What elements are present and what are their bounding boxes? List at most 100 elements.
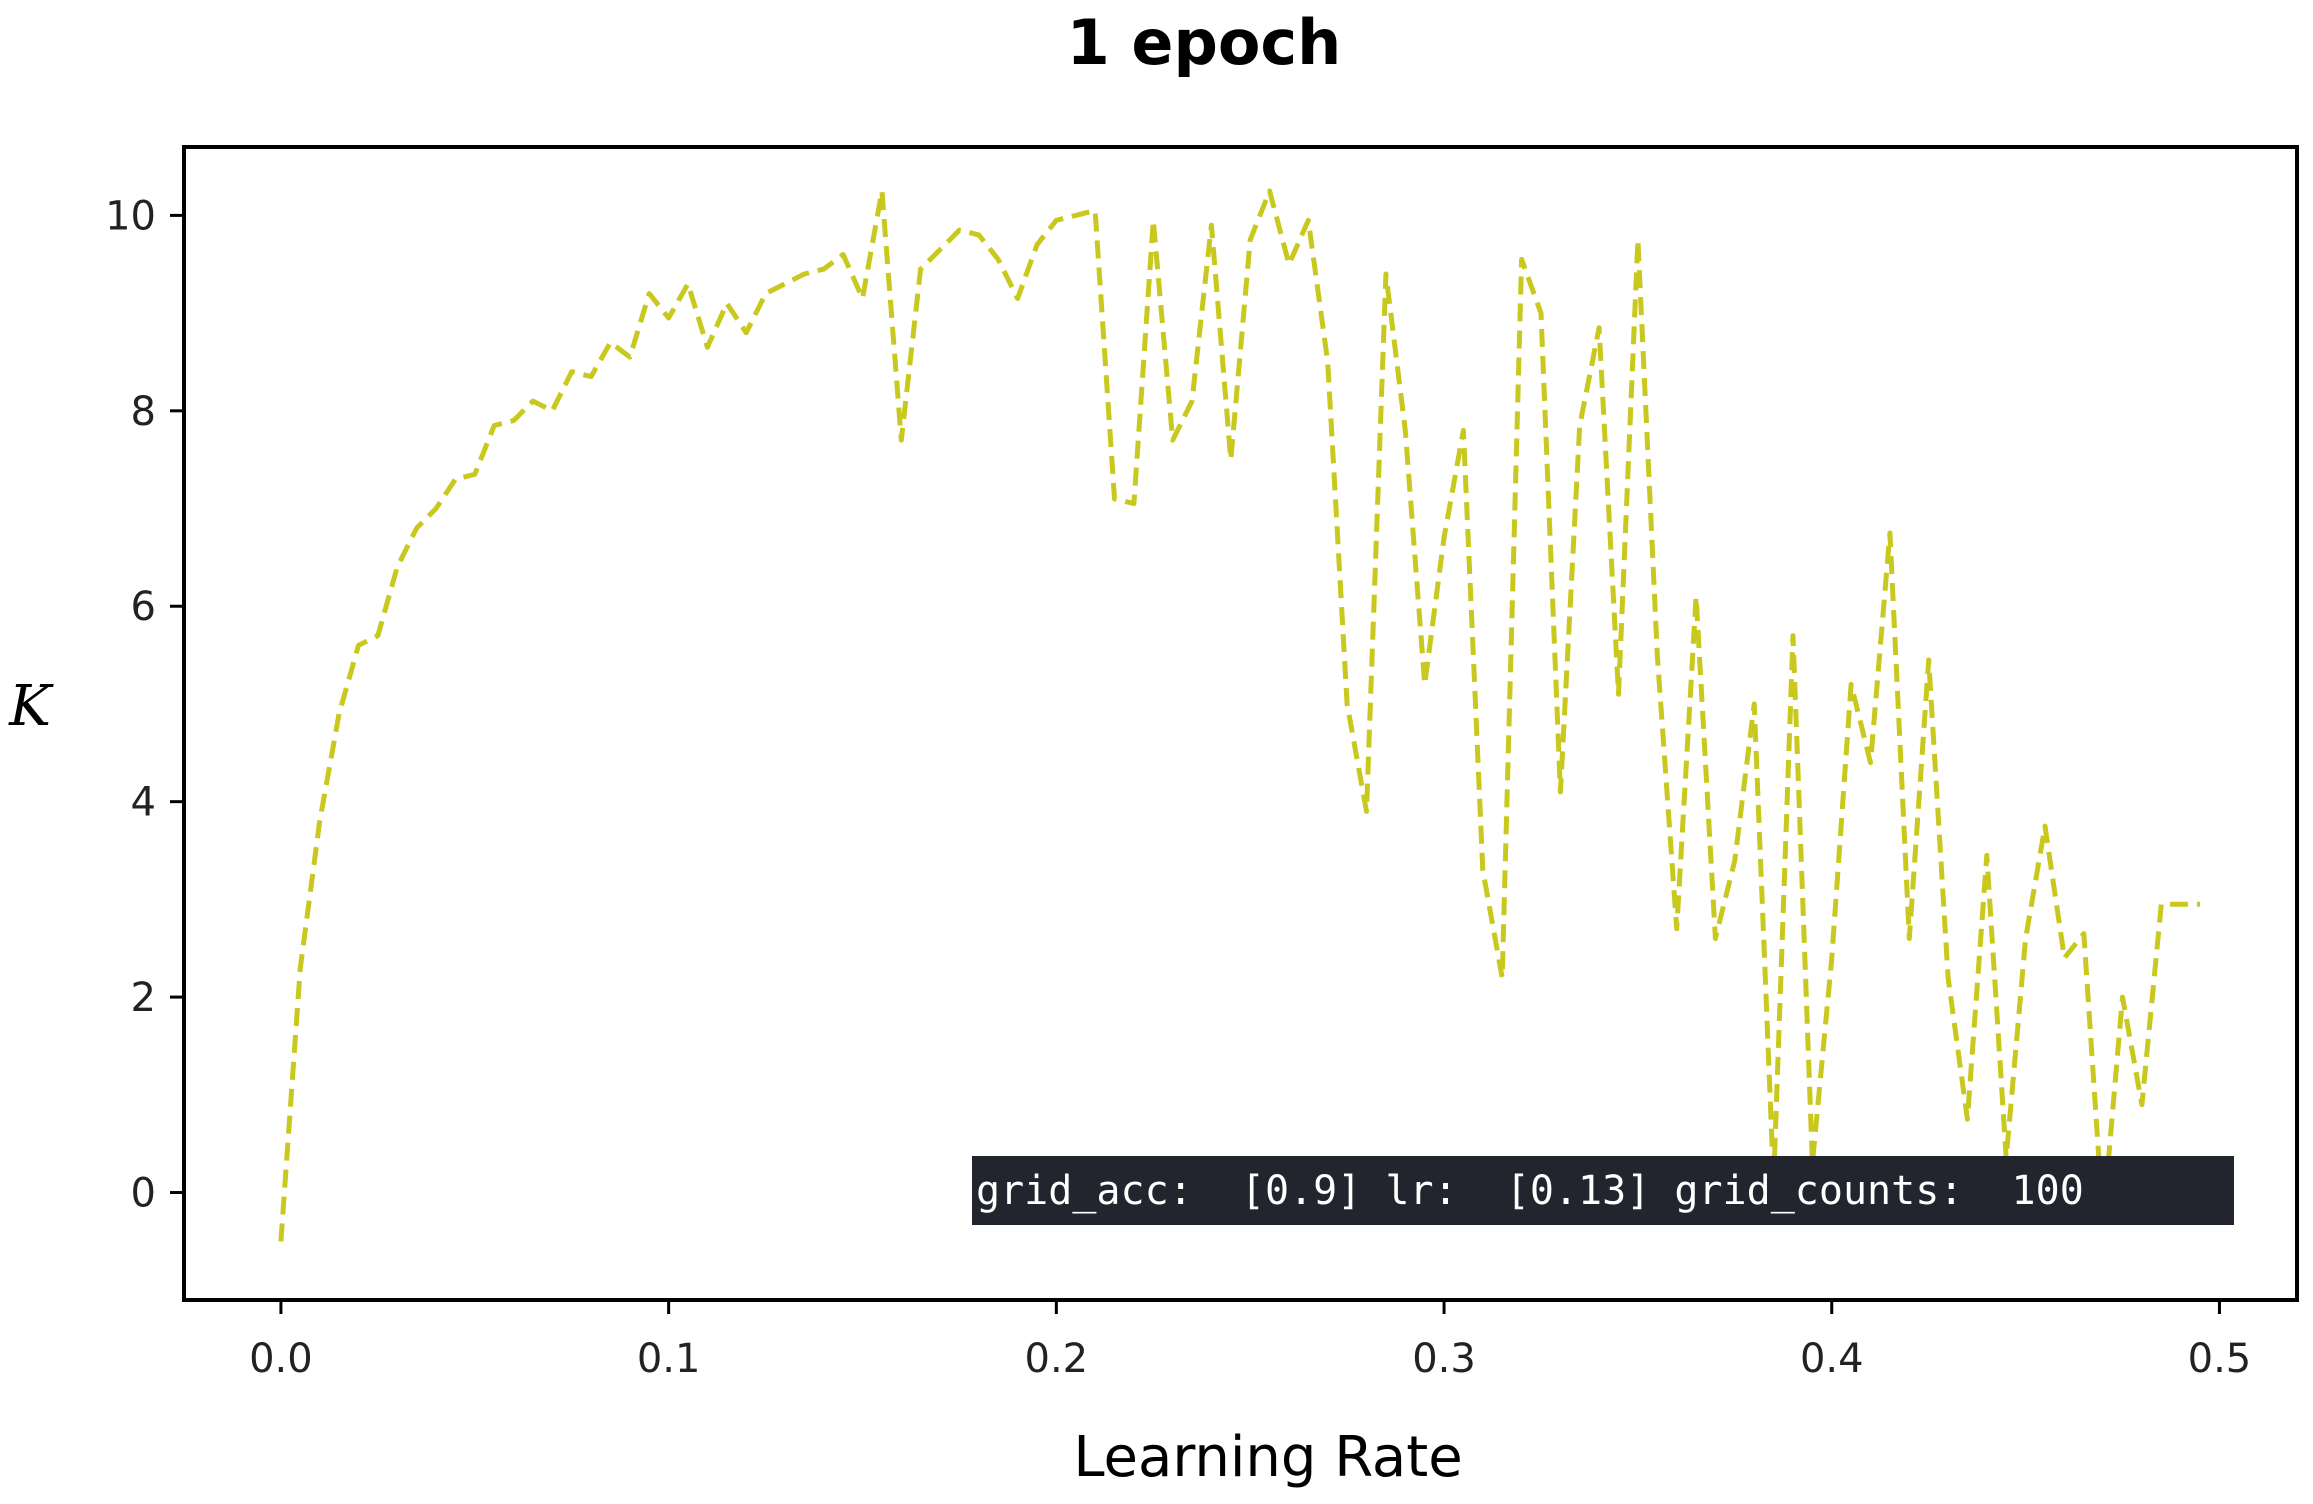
data-point	[2082, 932, 2086, 936]
data-point	[1461, 428, 1465, 432]
data-point	[996, 257, 1000, 261]
x-tick-label: 0.2	[1025, 1336, 1089, 1382]
data-point	[609, 340, 613, 344]
y-tick-label: 10	[105, 193, 156, 239]
data-point	[686, 282, 690, 286]
data-point	[2043, 824, 2047, 828]
data-point	[337, 712, 341, 716]
data-point	[1985, 853, 1989, 857]
data-point	[492, 424, 496, 428]
data-point	[1694, 595, 1698, 599]
data-point	[1636, 238, 1640, 242]
annotation-box: grid_acc: [0.9] lr: [0.13] grid_counts: …	[972, 1156, 2234, 1225]
data-point	[1403, 428, 1407, 432]
data-point	[1442, 536, 1446, 540]
data-point	[667, 316, 671, 320]
data-point	[1888, 531, 1892, 535]
data-point	[1035, 243, 1039, 247]
series-group	[278, 188, 2202, 1243]
x-tick-label: 0.3	[1412, 1336, 1476, 1382]
data-point	[1054, 218, 1058, 222]
data-point	[647, 292, 651, 296]
x-axis-label: Learning Rate	[1073, 1425, 1462, 1490]
annotation-text: grid_acc: [0.9] lr: [0.13] grid_counts: …	[976, 1168, 2084, 1214]
data-point	[1074, 213, 1078, 217]
data-point	[2159, 902, 2163, 906]
annotation-background	[972, 1156, 2234, 1225]
data-point	[318, 819, 322, 823]
data-point	[1849, 682, 1853, 686]
data-point	[2140, 1103, 2144, 1107]
data-point	[1209, 223, 1213, 227]
data-point	[1617, 692, 1621, 696]
data-point	[841, 253, 845, 257]
data-point	[1578, 424, 1582, 428]
data-point	[589, 375, 593, 379]
data-point	[453, 477, 457, 481]
data-point	[376, 634, 380, 638]
data-point	[570, 370, 574, 374]
data-point	[1520, 257, 1524, 261]
data-point	[1384, 272, 1388, 276]
x-tick-label: 0.5	[2188, 1336, 2252, 1382]
x-tick-label: 0.0	[249, 1336, 313, 1382]
data-point	[822, 267, 826, 271]
data-point	[1190, 399, 1194, 403]
data-point	[2198, 902, 2202, 906]
data-point	[1268, 189, 1272, 193]
data-point	[531, 399, 535, 403]
data-point	[802, 272, 806, 276]
y-tick-label: 0	[131, 1171, 156, 1217]
data-point	[1597, 326, 1601, 330]
data-point	[783, 282, 787, 286]
y-tick-label: 4	[131, 780, 156, 826]
data-point	[2024, 937, 2028, 941]
x-tick-label: 0.4	[1800, 1336, 1864, 1382]
y-axis-ticks: 0 2 4 6 8 10	[105, 193, 184, 1217]
data-point	[1675, 927, 1679, 931]
data-point	[1171, 438, 1175, 442]
data-point	[1655, 653, 1659, 657]
data-point	[1830, 956, 1834, 960]
y-axis-label: K	[8, 674, 54, 739]
data-point	[1907, 937, 1911, 941]
data-point	[395, 565, 399, 569]
data-point	[1713, 937, 1717, 941]
data-point	[764, 292, 768, 296]
data-point	[899, 438, 903, 442]
data-point	[1481, 868, 1485, 872]
data-point	[725, 301, 729, 305]
data-point	[415, 526, 419, 530]
data-point	[977, 233, 981, 237]
data-point	[1539, 311, 1543, 315]
data-point	[861, 297, 865, 301]
data-point	[1016, 297, 1020, 301]
chart-title: 1 epoch	[1067, 6, 1342, 79]
data-point	[1229, 458, 1233, 462]
data-point	[298, 966, 302, 970]
data-point	[938, 248, 942, 252]
data-point	[744, 331, 748, 335]
data-point	[357, 643, 361, 647]
data-point	[1365, 809, 1369, 813]
data-point	[1093, 209, 1097, 213]
data-point	[628, 355, 632, 359]
data-point	[1946, 976, 1950, 980]
series-line	[278, 188, 2201, 1242]
data-point	[473, 472, 477, 476]
x-axis-ticks: 0.0 0.1 0.2 0.3 0.4 0.5	[249, 1300, 2251, 1382]
data-point	[2121, 995, 2125, 999]
data-point	[1345, 702, 1349, 706]
data-point	[1965, 1117, 1969, 1121]
data-point	[2062, 956, 2066, 960]
data-point	[279, 1239, 283, 1243]
data-point	[434, 507, 438, 511]
data-point	[1558, 790, 1562, 794]
data-point	[1248, 238, 1252, 242]
data-point	[1113, 497, 1117, 501]
x-tick-label: 0.1	[637, 1336, 701, 1382]
data-point	[957, 228, 961, 232]
plot-frame	[182, 145, 2299, 1302]
data-point	[1791, 634, 1795, 638]
